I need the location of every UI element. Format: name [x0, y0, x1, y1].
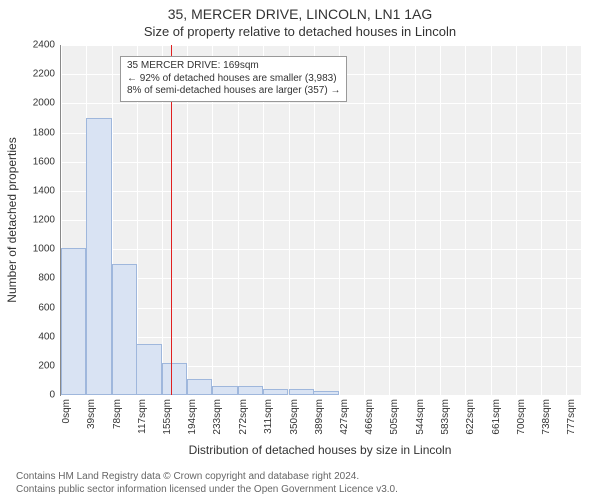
gridline-v: [541, 45, 542, 395]
y-tick-label: 1400: [33, 185, 61, 196]
x-tick-label: 505sqm: [389, 399, 400, 435]
x-tick-label: 155sqm: [162, 399, 173, 435]
y-tick-label: 2400: [33, 40, 61, 51]
x-tick-label: 777sqm: [566, 399, 577, 435]
gridline-v: [491, 45, 492, 395]
footer: Contains HM Land Registry data © Crown c…: [16, 470, 398, 496]
footer-line-2: Contains public sector information licen…: [16, 483, 398, 496]
gridline-v: [364, 45, 365, 395]
annotation-line-2: ← 92% of detached houses are smaller (3,…: [127, 73, 340, 86]
histogram-bar: [162, 363, 187, 395]
y-tick-label: 800: [38, 273, 61, 284]
y-axis-label: Number of detached properties: [5, 137, 19, 302]
gridline-h: [61, 191, 581, 192]
y-tick-label: 400: [38, 331, 61, 342]
x-tick-label: 544sqm: [415, 399, 426, 435]
histogram-bar: [112, 264, 137, 395]
histogram-bar: [61, 248, 86, 395]
x-tick-label: 272sqm: [238, 399, 249, 435]
histogram-bar: [86, 118, 111, 395]
gridline-h: [61, 45, 581, 46]
histogram-bar: [263, 389, 288, 395]
gridline-v: [389, 45, 390, 395]
gridline-h: [61, 162, 581, 163]
y-tick-label: 2200: [33, 69, 61, 80]
x-tick-label: 389sqm: [314, 399, 325, 435]
x-tick-label: 661sqm: [491, 399, 502, 435]
histogram-bar: [212, 386, 237, 395]
x-tick-label: 311sqm: [263, 399, 274, 434]
histogram-bar: [136, 344, 161, 395]
gridline-h: [61, 278, 581, 279]
annotation-box: 35 MERCER DRIVE: 169sqm ← 92% of detache…: [120, 56, 347, 102]
y-tick-label: 2000: [33, 98, 61, 109]
gridline-v: [566, 45, 567, 395]
y-tick-label: 1800: [33, 127, 61, 138]
gridline-h: [61, 103, 581, 104]
y-tick-label: 1000: [33, 244, 61, 255]
histogram-bar: [289, 389, 314, 395]
y-tick-label: 1200: [33, 215, 61, 226]
x-tick-label: 622sqm: [465, 399, 476, 435]
y-tick-label: 600: [38, 302, 61, 313]
x-tick-label: 233sqm: [212, 399, 223, 435]
x-tick-label: 39sqm: [86, 399, 97, 429]
y-tick-label: 200: [38, 360, 61, 371]
gridline-h: [61, 220, 581, 221]
x-tick-label: 738sqm: [541, 399, 552, 435]
gridline-h: [61, 133, 581, 134]
gridline-h: [61, 249, 581, 250]
x-tick-label: 700sqm: [516, 399, 527, 435]
x-tick-label: 117sqm: [137, 399, 148, 434]
x-tick-label: 78sqm: [112, 399, 123, 429]
x-tick-label: 0sqm: [61, 399, 72, 423]
y-tick-label: 1600: [33, 156, 61, 167]
histogram-bar: [313, 391, 338, 395]
x-tick-label: 427sqm: [339, 399, 350, 435]
x-tick-label: 194sqm: [187, 399, 198, 435]
gridline-v: [415, 45, 416, 395]
gridline-h: [61, 308, 581, 309]
x-tick-label: 583sqm: [440, 399, 451, 435]
y-tick-label: 0: [49, 390, 61, 401]
annotation-line-1: 35 MERCER DRIVE: 169sqm: [127, 60, 340, 73]
footer-line-1: Contains HM Land Registry data © Crown c…: [16, 470, 398, 483]
x-tick-label: 466sqm: [364, 399, 375, 435]
gridline-v: [516, 45, 517, 395]
gridline-h: [61, 395, 581, 396]
x-axis-label: Distribution of detached houses by size …: [60, 443, 580, 457]
x-tick-label: 350sqm: [289, 399, 300, 435]
annotation-line-3: 8% of semi-detached houses are larger (3…: [127, 85, 340, 98]
page-subtitle: Size of property relative to detached ho…: [0, 22, 600, 39]
histogram-bar: [238, 386, 263, 395]
gridline-h: [61, 337, 581, 338]
gridline-v: [440, 45, 441, 395]
page-title: 35, MERCER DRIVE, LINCOLN, LN1 1AG: [0, 0, 600, 22]
histogram-bar: [187, 379, 212, 395]
gridline-v: [465, 45, 466, 395]
